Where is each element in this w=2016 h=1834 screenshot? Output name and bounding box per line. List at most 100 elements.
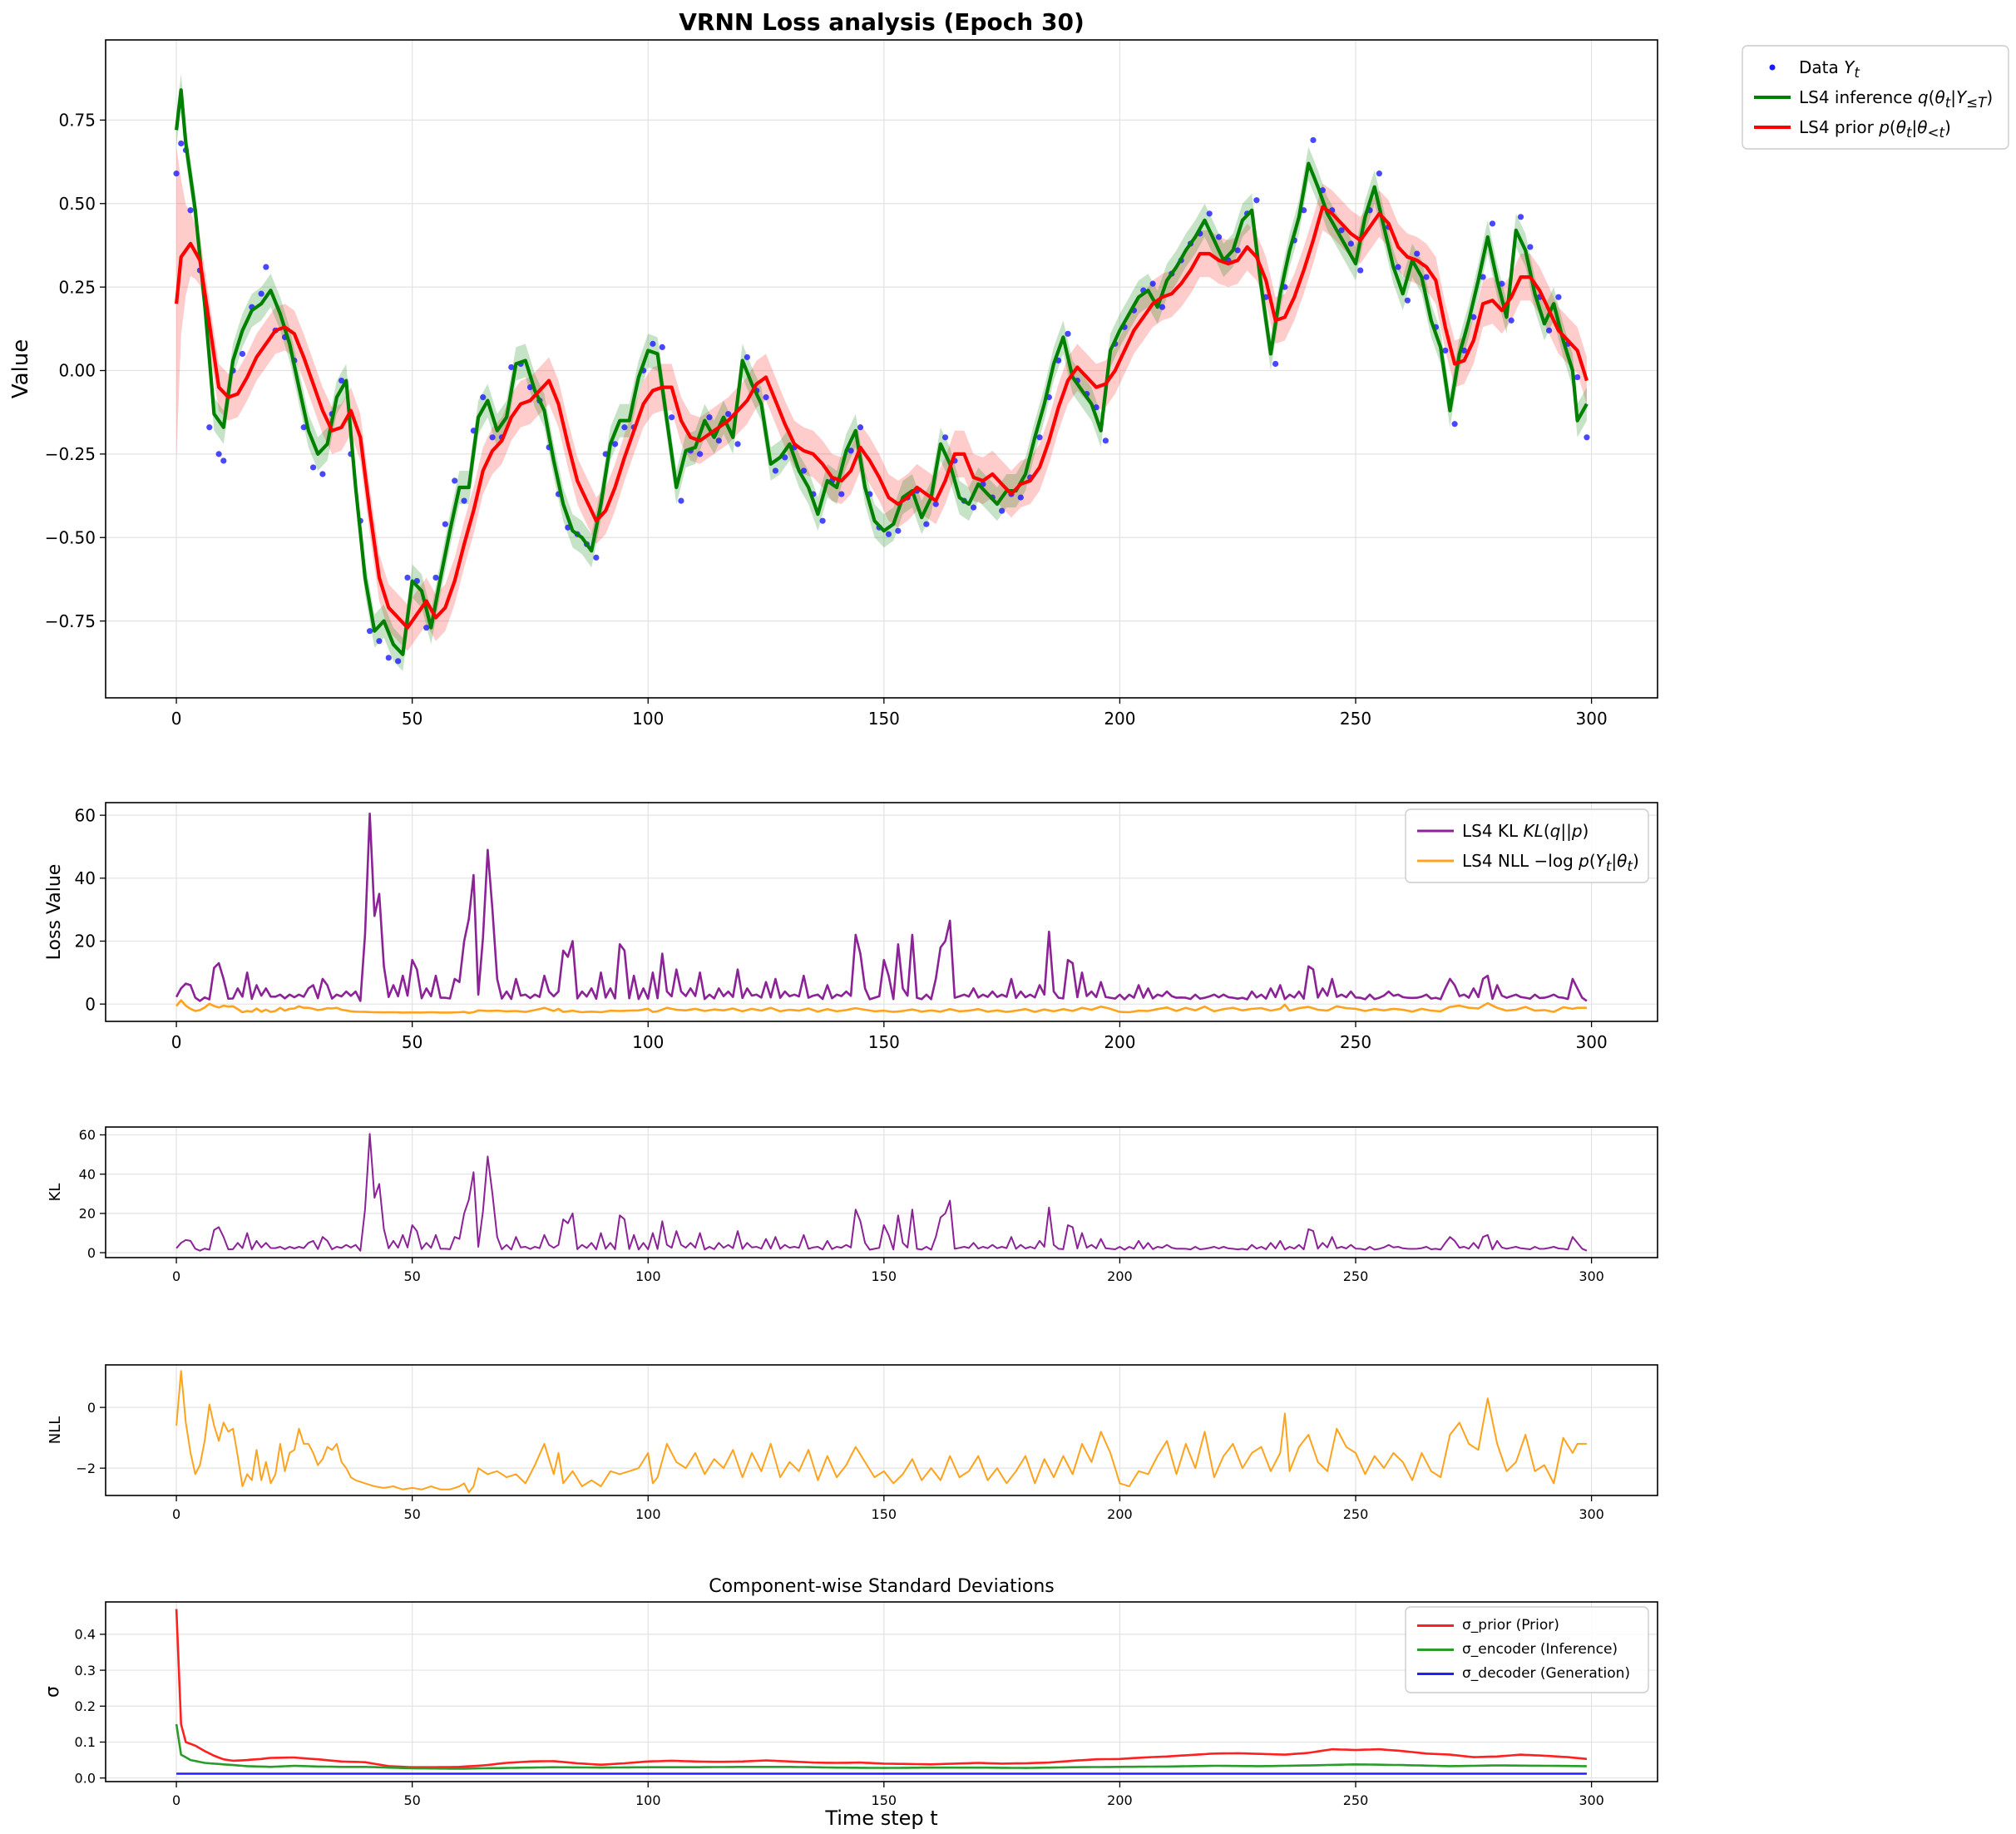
- x-tick-label: 100: [632, 709, 664, 729]
- data-point: [215, 451, 222, 457]
- y-tick-label: 40: [79, 1166, 96, 1182]
- legend-entry: Data Yt: [1799, 57, 1860, 81]
- plot-frame: [105, 1364, 1658, 1496]
- y-tick-label: −2: [76, 1461, 96, 1476]
- data-point: [1442, 347, 1449, 354]
- data-point: [1234, 247, 1241, 254]
- x-tick-label: 200: [1104, 1032, 1135, 1052]
- data-point: [258, 290, 264, 297]
- data-point: [885, 531, 892, 537]
- legend-label: LS4 prior p(θt|θ<t): [1799, 117, 1951, 141]
- y-tick-label: 0: [87, 1400, 96, 1416]
- data-point: [1508, 317, 1514, 324]
- legend-entry: σ_decoder (Generation): [1462, 1665, 1630, 1682]
- x-tick-label: 100: [635, 1506, 661, 1522]
- data-point: [715, 437, 722, 444]
- y-tick-label: 0.4: [75, 1627, 96, 1643]
- data-point: [1499, 280, 1505, 287]
- data-point: [1253, 197, 1260, 204]
- x-tick-label: 250: [1340, 1032, 1371, 1052]
- data-point: [395, 658, 402, 665]
- y-tick-label: 0.00: [58, 361, 96, 381]
- data-point: [309, 464, 317, 471]
- y-tick-label: 0.25: [58, 277, 96, 297]
- data-point: [650, 340, 656, 347]
- panel-3: 0 50 100 150 200 250 300 0 20 40 60 KL: [47, 1126, 1658, 1284]
- legend-label: LS4 inference q(θt|Y≤T): [1799, 87, 1994, 111]
- data-point: [319, 471, 326, 477]
- inference-line: [175, 88, 1589, 656]
- x-tick-label: 300: [1579, 1268, 1604, 1284]
- y-tick-label: 0.75: [58, 111, 96, 131]
- data-point: [1149, 280, 1156, 287]
- data-point: [593, 554, 600, 561]
- data-point: [1215, 234, 1223, 240]
- data-point: [263, 264, 269, 270]
- data-point: [442, 521, 448, 527]
- data-point: [669, 414, 675, 421]
- panel-1: 0 50 100 150 200 250 300 −0.75 −0.50 −0.25 0.00 0.2…: [8, 8, 2009, 729]
- x-tick-label: 100: [632, 1032, 664, 1052]
- x-tick-label: 200: [1107, 1506, 1133, 1522]
- prior-uncertainty-band: [176, 146, 1587, 651]
- x-tick-label: 50: [402, 1032, 422, 1052]
- legend-entry: σ_prior (Prior): [1462, 1617, 1559, 1634]
- data-point: [1036, 434, 1043, 441]
- data-point: [1517, 214, 1524, 220]
- data-point: [1347, 240, 1354, 247]
- data-point: [1470, 314, 1477, 320]
- y-tick-label: 20: [79, 1206, 96, 1222]
- prior-line: [175, 205, 1589, 630]
- x-tick-label: 50: [403, 1268, 420, 1284]
- data-point: [1065, 330, 1071, 337]
- x-tick-label: 300: [1579, 1506, 1604, 1522]
- x-tick-label: 300: [1579, 1792, 1604, 1808]
- y-axis-label: σ: [42, 1686, 63, 1698]
- y-tick-label: −0.50: [45, 527, 96, 547]
- y-tick-label: 0: [85, 994, 96, 1014]
- data-point: [178, 140, 185, 147]
- data-point: [621, 424, 628, 431]
- plot-frame: [105, 1126, 1658, 1258]
- x-tick-label: 250: [1343, 1792, 1369, 1808]
- panels: 0 50 100 150 200 250 300−0.75−0.50−0.250.000.2…: [8, 8, 2009, 1830]
- data-point: [1423, 274, 1430, 280]
- data-point: [173, 171, 180, 177]
- y-tick-label: 40: [75, 868, 96, 888]
- data-point: [1357, 267, 1364, 274]
- x-tick-label: 250: [1343, 1268, 1369, 1284]
- data-point: [1206, 210, 1213, 217]
- data-point: [432, 574, 439, 581]
- legend: LS4 KL KL(q||p) LS4 NLL −log p(Yt|θt): [1405, 808, 1649, 883]
- y-tick-label: 0.50: [58, 194, 96, 214]
- legend-label: LS4 KL KL(q||p): [1462, 821, 1589, 841]
- data-point: [941, 434, 949, 441]
- y-axis-label: Value: [8, 339, 33, 398]
- x-tick-label: 200: [1104, 709, 1135, 729]
- data-point: [999, 507, 1006, 514]
- data-point: [1159, 304, 1166, 310]
- data-point: [1395, 264, 1401, 270]
- x-tick-label: 200: [1107, 1268, 1133, 1284]
- kl-line: [175, 812, 1588, 1002]
- data-point: [725, 411, 732, 418]
- legend: Data Yt LS4 inference q(θt|Y≤T) LS4 prior …: [1742, 45, 2009, 150]
- x-tick-label: 250: [1343, 1506, 1369, 1522]
- data-point: [1272, 360, 1279, 368]
- data-point: [461, 497, 467, 504]
- data-point: [1480, 274, 1486, 280]
- legend-box: [1405, 1606, 1649, 1693]
- legend-entry: LS4 NLL −log p(Yt|θt): [1462, 851, 1639, 874]
- legend-label: LS4 NLL −log p(Yt|θt): [1462, 851, 1639, 874]
- y-axis-label: Loss Value: [44, 864, 65, 961]
- x-tick-label: 100: [635, 1268, 661, 1284]
- x-tick-label: 150: [872, 1268, 897, 1284]
- y-tick-label: 0.3: [75, 1663, 96, 1678]
- legend-entry: σ_encoder (Inference): [1462, 1641, 1618, 1658]
- y-tick-label: −0.25: [45, 444, 96, 464]
- data-point: [489, 434, 496, 441]
- chart-title: VRNN Loss analysis (Epoch 30): [679, 8, 1085, 36]
- data-point: [734, 441, 741, 447]
